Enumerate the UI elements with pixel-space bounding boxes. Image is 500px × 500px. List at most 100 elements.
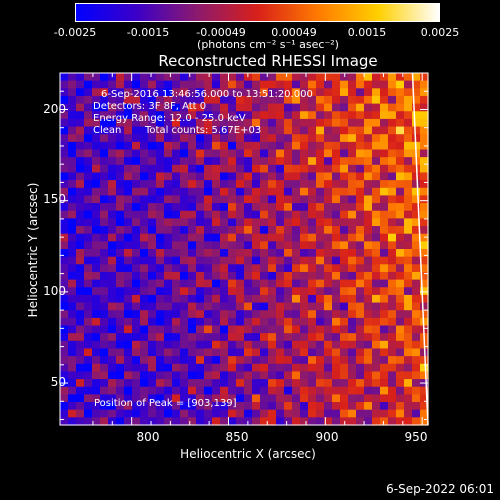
heatmap-cell [276,409,285,418]
heatmap-cell [284,195,293,204]
heatmap-cell [132,180,141,189]
heatmap-cell [252,126,261,135]
heatmap-cell [380,325,389,334]
heatmap-cell [380,271,389,281]
heatmap-cell [84,271,93,281]
heatmap-cell [404,172,413,181]
heatmap-cell [204,180,213,189]
heatmap-cell [140,157,149,166]
heatmap-cell [268,149,277,158]
heatmap-cell [124,340,133,350]
heatmap-cell [356,103,365,112]
heatmap-cell [364,417,373,426]
heatmap-cell [260,226,269,235]
heatmap-cell [388,80,397,89]
heatmap-cell [324,348,333,357]
heatmap-cell [188,394,197,403]
heatmap-cell [260,317,269,327]
heatmap-cell [332,386,341,395]
heatmap-cell [108,226,117,235]
heatmap-cell [292,203,301,212]
heatmap-cell [60,73,69,82]
heatmap-cell [204,394,213,403]
heatmap-cell [316,256,325,265]
heatmap-cell [124,264,133,273]
heatmap-cell [404,417,413,426]
heatmap-cell [252,241,261,250]
heatmap-cell [148,279,157,288]
heatmap-cell [244,363,253,373]
heatmap-cell [188,172,197,181]
heatmap-cell [164,363,173,373]
heatmap-cell [388,126,397,135]
heatmap-cell [140,409,149,418]
heatmap-cell [124,73,133,82]
plot-frame [59,72,429,426]
heatmap-cell [292,386,301,395]
heatmap-cell [132,126,141,135]
heatmap-cell [348,287,357,296]
heatmap-cell [332,417,341,426]
heatmap-cell [188,287,197,296]
heatmap-cell [276,249,285,258]
heatmap-cell [196,134,205,143]
heatmap-cell [340,226,349,235]
heatmap-cell [180,386,189,395]
heatmap-cell [60,340,69,350]
heatmap-cell [204,103,213,112]
heatmap-cell [60,294,69,304]
heatmap-cell [132,73,141,82]
heatmap-cell [124,80,133,89]
heatmap-cell [292,363,301,373]
heatmap-cell [172,164,181,174]
heatmap-cell [116,302,125,311]
heatmap-cell [348,73,357,82]
heatmap-cell [372,333,381,342]
heatmap-cell [132,111,141,120]
heatmap-cell [164,325,173,334]
heatmap-cell [356,317,365,327]
heatmap-cell [236,356,245,365]
heatmap-cell [220,333,229,342]
heatmap-cell [276,218,285,227]
heatmap-cell [212,310,221,319]
heatmap-cell [220,149,229,158]
heatmap-cell [220,73,229,82]
heatmap-cell [236,218,245,227]
heatmap-cell [412,233,421,242]
heatmap-cell [140,379,149,388]
heatmap-cell [76,379,85,388]
heatmap-cell [124,348,133,357]
heatmap-cell [68,195,77,204]
heatmap-cell [140,287,149,296]
heatmap-cell [276,402,285,411]
heatmap-cell [132,409,141,418]
heatmap-cell [132,386,141,395]
heatmap-cell [164,95,173,105]
heatmap-cell [332,149,341,158]
heatmap-cell [188,340,197,350]
heatmap-cell [372,348,381,357]
heatmap-cell [412,264,421,273]
heatmap-cell [316,417,325,426]
heatmap-cell [412,256,421,265]
heatmap-cell [404,249,413,258]
heatmap-cell [324,363,333,373]
heatmap-cell [420,103,429,112]
heatmap-cell [100,264,109,273]
heatmap-cell [420,172,429,181]
heatmap-cell [132,287,141,296]
heatmap-cell [76,310,85,319]
heatmap-cell [348,279,357,288]
heatmap-cell [188,141,197,151]
heatmap-cell [300,126,309,135]
heatmap-cell [308,386,317,395]
heatmap-cell [140,164,149,174]
heatmap-cell [164,386,173,395]
heatmap-cell [340,279,349,288]
heatmap-cell [196,95,205,105]
heatmap-cell [108,356,117,365]
heatmap-cell [108,172,117,181]
heatmap-cell [276,172,285,181]
heatmap-cell [300,340,309,350]
